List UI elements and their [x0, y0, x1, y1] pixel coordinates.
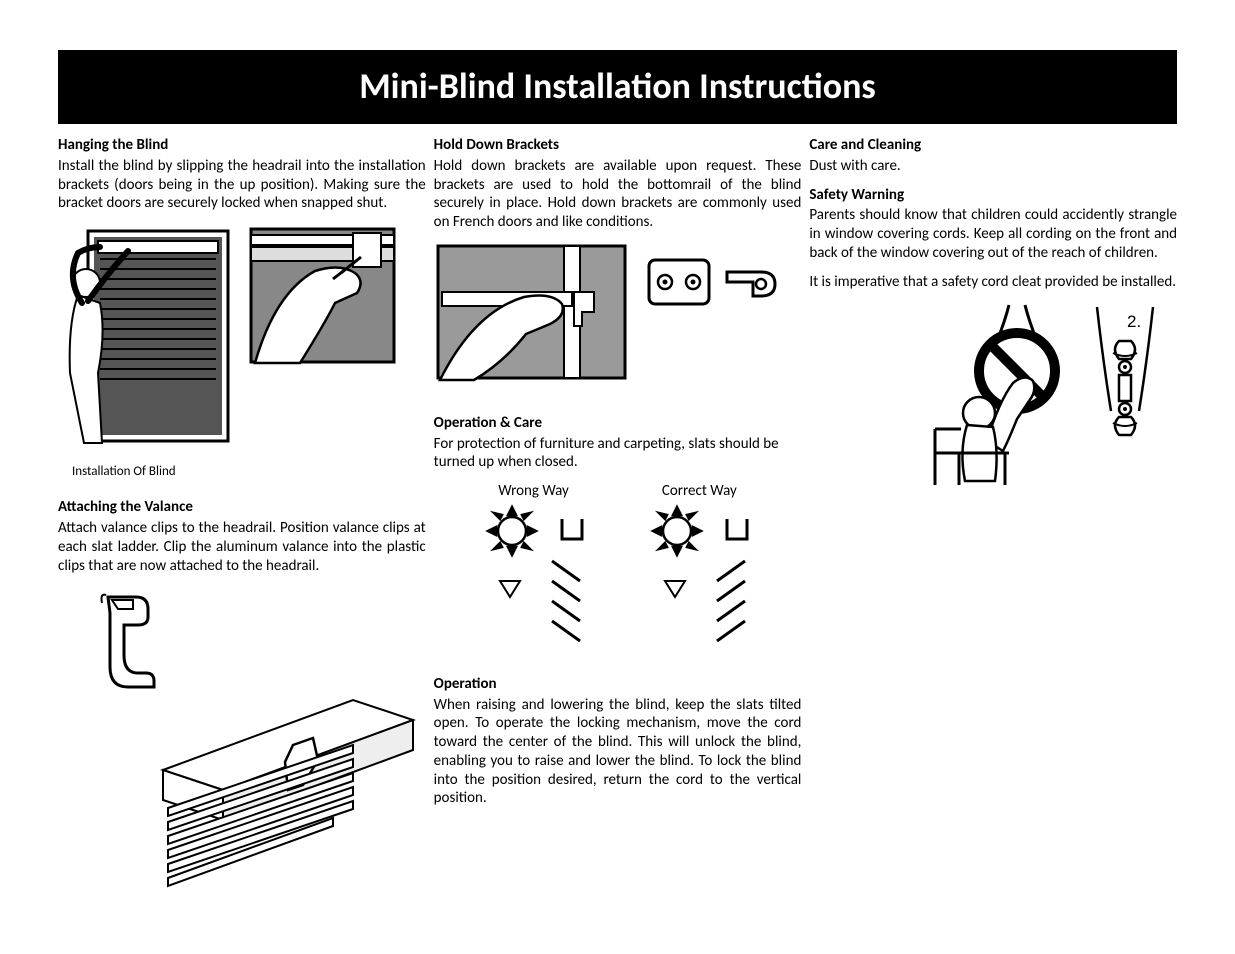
hanging-caption: Installation Of Blind — [72, 464, 426, 480]
hanging-heading: Hanging the Blind — [58, 136, 426, 155]
holddown-heading: Hold Down Brackets — [434, 136, 802, 155]
safety-text-1: Parents should know that children could … — [809, 206, 1177, 262]
holddown-illustration — [434, 242, 802, 382]
safety-text-2: It is imperative that a safety cord clea… — [809, 273, 1177, 292]
care-heading: Care and Cleaning — [809, 136, 1177, 155]
valance-heading: Attaching the Valance — [58, 498, 426, 517]
operation-heading: Operation — [434, 675, 802, 694]
safety-heading: Safety Warning — [809, 186, 1177, 205]
page-title: Mini-Blind Installation Instructions — [58, 50, 1177, 124]
wrong-way-label: Wrong Way — [498, 482, 569, 501]
hanging-illustration — [58, 223, 426, 458]
column-2: Hold Down Brackets Hold down brackets ar… — [434, 136, 802, 895]
child-safety-icon: 2. — [917, 301, 1177, 486]
hanging-text: Install the blind by slipping the headra… — [58, 157, 426, 213]
holddown-text: Hold down brackets are available upon re… — [434, 157, 802, 232]
opcare-heading: Operation & Care — [434, 414, 802, 433]
valance-illustration — [58, 585, 426, 895]
install-person-icon — [58, 223, 233, 458]
holddown-bracket-icon — [641, 242, 781, 322]
valance-headrail-icon — [153, 690, 418, 895]
column-3: Care and Cleaning Dust with care. Safety… — [809, 136, 1177, 895]
content-columns: Hanging the Blind Install the blind by s… — [58, 136, 1177, 895]
column-1: Hanging the Blind Install the blind by s… — [58, 136, 426, 895]
valance-clip-icon — [88, 585, 178, 700]
opcare-text: For protection of furniture and carpetin… — [434, 435, 802, 473]
safety-illustration: 2. — [809, 301, 1177, 486]
bracket-snap-icon — [245, 223, 400, 368]
slat-direction-icon — [452, 501, 782, 661]
step-number: 2. — [1127, 312, 1141, 331]
holddown-install-icon — [434, 242, 629, 382]
operation-text: When raising and lowering the blind, kee… — [434, 696, 802, 809]
slat-direction-illustration: Wrong Way Correct Way — [434, 482, 802, 661]
care-text: Dust with care. — [809, 157, 1177, 176]
valance-text: Attach valance clips to the headrail. Po… — [58, 519, 426, 575]
correct-way-label: Correct Way — [662, 482, 737, 501]
